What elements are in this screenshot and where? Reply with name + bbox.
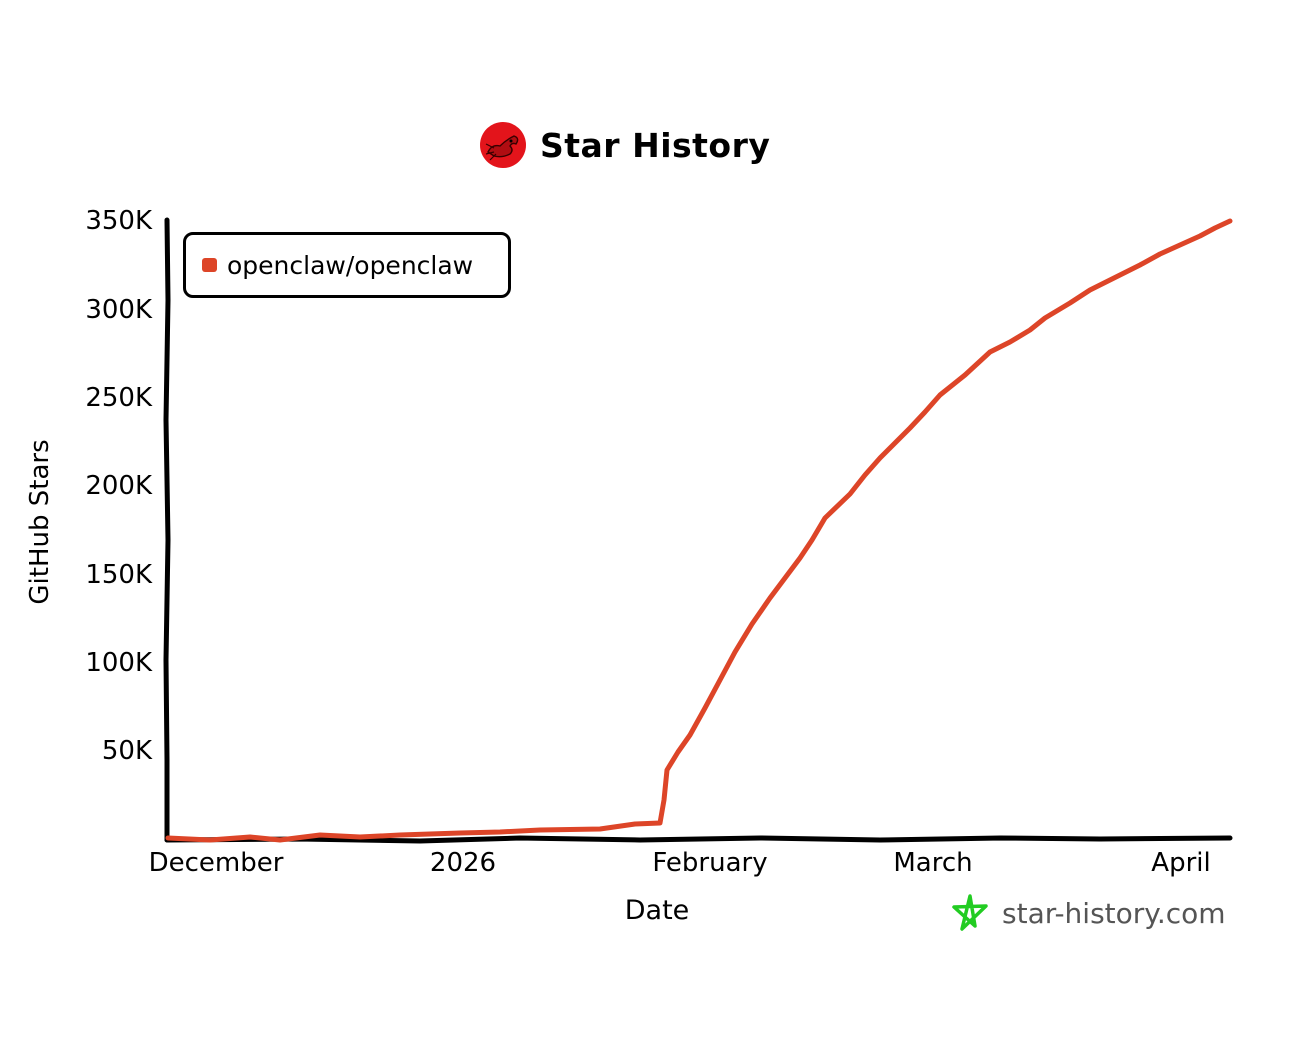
star-icon [952,894,988,931]
x-tick-december: December [148,848,284,878]
chart-header: Star History [480,120,770,170]
x-tick-march: March [893,848,973,878]
y-tick-250k: 250K [85,383,152,413]
y-tick-100k: 100K [85,648,152,678]
legend-swatch-openclaw [202,258,217,272]
x-tick-2026: 2026 [429,848,497,878]
chart-title: Star History [540,125,771,165]
x-axis-line [164,835,1233,844]
series-line-openclaw [165,218,1233,843]
y-tick-350k: 350K [85,206,152,236]
y-axis-line [163,217,171,843]
watermark[interactable]: star-history.com [950,893,1226,933]
x-tick-april: April [1151,848,1211,878]
x-tick-february: February [652,848,768,878]
watermark-text: star-history.com [1002,896,1226,930]
legend-label-openclaw: openclaw/openclaw [227,250,474,280]
lobster-logo-icon [480,122,526,168]
x-axis-label: Date [624,895,690,926]
y-tick-50k: 50K [101,736,152,766]
y-axis-label: GitHub Stars [25,439,55,605]
y-tick-150k: 150K [85,560,152,590]
y-tick-200k: 200K [85,471,152,501]
legend: openclaw/openclaw [183,232,511,298]
y-tick-300k: 300K [85,295,152,325]
